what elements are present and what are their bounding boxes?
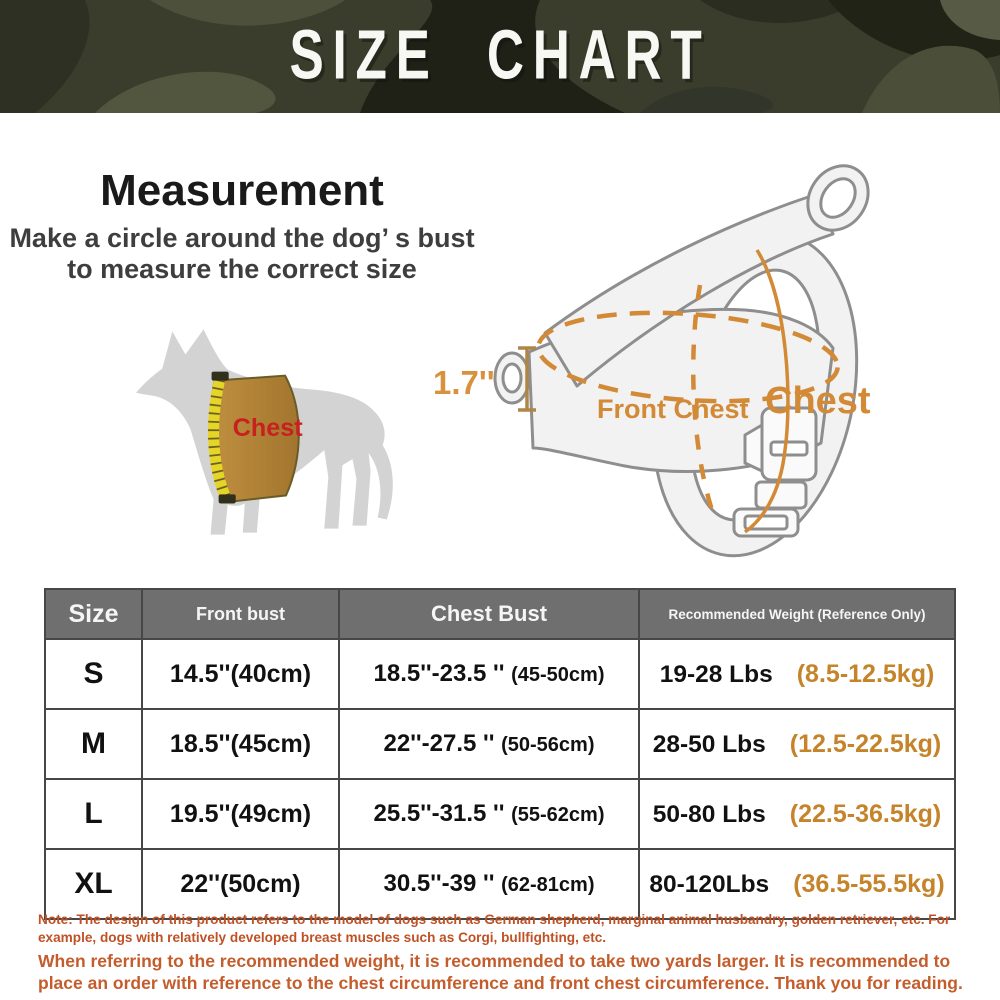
buckle-strap [754, 480, 808, 510]
cell-chest-bust: 18.5''-23.5 '' (45-50cm) [338, 638, 640, 710]
leash-d-ring-inner [819, 177, 857, 219]
table-row-xl: XL 22''(50cm) 30.5''-39 '' (62-81cm) 80-… [44, 848, 956, 920]
measurement-instruction-line1: Make a circle around the dog’ s bust [9, 223, 475, 253]
cell-size: XL [44, 848, 143, 920]
strap-width-indicator [518, 346, 536, 412]
cell-front-bust: 22''(50cm) [141, 848, 340, 920]
cell-weight: 80-120Lbs (36.5-55.5kg) [638, 848, 956, 920]
harness-diagram: 1.7'' Front Chest Chest [425, 148, 1000, 578]
cell-chest-bust: 25.5''-31.5 '' (55-62cm) [338, 778, 640, 850]
header-chest-bust: Chest Bust [338, 588, 640, 640]
tape-end-bottom [218, 494, 236, 504]
buckle-prong [743, 423, 764, 473]
buckle-slot [769, 440, 809, 457]
dog-illustration: Chest [136, 329, 393, 535]
cell-size: M [44, 708, 143, 780]
size-table: Size Front bust Chest Bust Recommended W… [44, 588, 956, 920]
header-recommended-weight: Recommended Weight (Reference Only) [638, 588, 956, 640]
cell-front-bust: 14.5''(40cm) [141, 638, 340, 710]
header-front-bust: Front bust [141, 588, 340, 640]
cell-weight: 50-80 Lbs (22.5-36.5kg) [638, 778, 956, 850]
cell-weight: 19-28 Lbs (8.5-12.5kg) [638, 638, 956, 710]
dog-chest-label: Chest [233, 414, 304, 442]
harness-illustration: 1.7'' Front Chest Chest [433, 164, 871, 558]
dog-diagram: Chest [122, 318, 434, 550]
cell-front-bust: 18.5''(45cm) [141, 708, 340, 780]
front-chest-label: Front Chest [597, 394, 749, 424]
measuring-tape-ticks [207, 378, 232, 503]
camo-banner: SIZE CHART [0, 0, 1000, 113]
top-strap [543, 192, 835, 388]
note-secondary: When referring to the recommended weight… [38, 951, 963, 994]
measurement-section: Measurement Make a circle around the dog… [8, 166, 476, 285]
cell-size: L [44, 778, 143, 850]
cell-chest-bust: 22''-27.5 '' (50-56cm) [338, 708, 640, 780]
notes-section: Note: The design of this product refers … [38, 911, 968, 995]
measurement-instruction-line2: to measure the correct size [67, 253, 417, 284]
cell-chest-bust: 30.5''-39 '' (62-81cm) [338, 848, 640, 920]
tape-end-top [211, 371, 229, 381]
strap-width-label: 1.7'' [433, 364, 495, 401]
table-row-m: M 18.5''(45cm) 22''-27.5 '' (50-56cm) 28… [44, 708, 956, 780]
table-row-l: L 19.5''(49cm) 25.5''-31.5 '' (55-62cm) … [44, 778, 956, 850]
front-strap-loop-inner [501, 362, 523, 394]
cell-weight: 28-50 Lbs (12.5-22.5kg) [638, 708, 956, 780]
header-size: Size [44, 588, 143, 640]
measurement-heading: Measurement [100, 166, 384, 215]
strap-keeper-slot [743, 514, 789, 531]
page-title: SIZE CHART [289, 15, 711, 94]
table-row-s: S 14.5''(40cm) 18.5''-23.5 '' (45-50cm) … [44, 638, 956, 710]
note-primary: Note: The design of this product refers … [38, 912, 951, 945]
table-header-row: Size Front bust Chest Bust Recommended W… [44, 588, 956, 640]
camo-pattern [0, 0, 1000, 113]
chest-solid-line [743, 249, 790, 534]
chest-label: Chest [765, 380, 871, 422]
cell-front-bust: 19.5''(49cm) [141, 778, 340, 850]
cell-size: S [44, 638, 143, 710]
